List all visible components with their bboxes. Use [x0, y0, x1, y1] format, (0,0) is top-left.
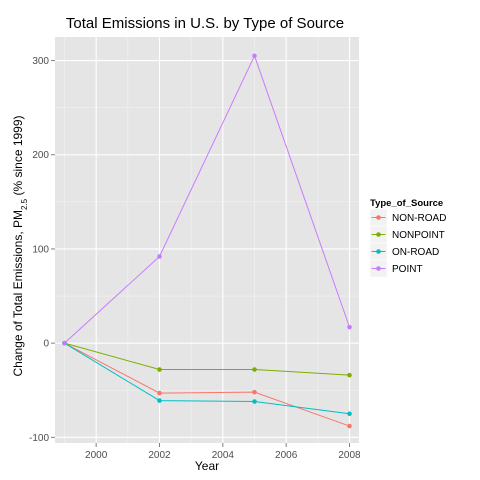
data-point-point	[157, 254, 162, 259]
y-tick-label: -100	[29, 433, 49, 444]
y-axis-title: Change of Total Emissions, PM2.5 (% sinc…	[11, 115, 29, 376]
data-point-on-road	[157, 398, 162, 403]
data-point-on-road	[347, 411, 352, 417]
data-point-point	[62, 340, 67, 346]
y-tick-label: 200	[32, 150, 49, 161]
data-point-point	[252, 53, 257, 59]
x-tick-label: 2006	[275, 450, 298, 461]
x-tick-label: 2004	[212, 450, 235, 461]
legend-key-point	[376, 232, 381, 237]
series-points	[62, 53, 352, 429]
y-axis-title-subscript: 2.5	[20, 198, 29, 210]
legend-item-nonpoint: NONPOINT	[369, 225, 445, 244]
x-tick-label: 2008	[338, 450, 361, 461]
legend-item-on-road: ON-ROAD	[369, 242, 439, 261]
series-lines	[64, 54, 350, 427]
series-line-non-road	[64, 342, 350, 427]
data-point-nonpoint	[157, 367, 162, 372]
legend-key-point	[376, 215, 381, 220]
series-line-point	[64, 54, 350, 344]
legend: Type_of_Source NON-ROAD NONPOINT ON-ROAD PO…	[369, 198, 446, 278]
legend-item-point: POINT	[369, 259, 423, 278]
y-tick-label: 100	[32, 244, 49, 255]
legend-label: POINT	[392, 264, 423, 275]
y-tick-label: 300	[32, 56, 49, 67]
legend-item-non-road: NON-ROAD	[369, 208, 446, 227]
series-line-on-road	[64, 342, 350, 415]
minor-gridlines	[55, 37, 359, 443]
x-axis-ticks: 2000 2002 2004 2006 2008	[85, 443, 361, 461]
legend-title: Type_of_Source	[370, 198, 443, 209]
data-point-non-road	[252, 389, 257, 395]
y-axis-title-main: Change of Total Emissions, PM	[11, 210, 25, 377]
data-point-non-road	[347, 423, 352, 429]
data-point-on-road	[252, 399, 257, 404]
legend-key-point	[376, 266, 381, 271]
legend-label: ON-ROAD	[392, 247, 439, 258]
legend-items: NON-ROAD NONPOINT ON-ROAD POINT	[369, 208, 446, 278]
legend-label: NONPOINT	[392, 230, 445, 241]
legend-label: NON-ROAD	[392, 213, 446, 224]
plot-panel	[55, 37, 359, 443]
y-axis-ticks: -100 0 100 200 300	[29, 56, 55, 444]
legend-key-point	[376, 249, 381, 254]
data-point-point	[347, 324, 352, 330]
major-gridlines	[55, 37, 359, 443]
y-tick-label: 0	[43, 339, 49, 350]
chart-title: Total Emissions in U.S. by Type of Sourc…	[66, 15, 344, 32]
x-tick-label: 2000	[85, 450, 108, 461]
y-axis-title-suffix: (% since 1999)	[11, 115, 25, 198]
series-line-nonpoint	[64, 342, 350, 376]
x-axis-title: Year	[195, 459, 219, 473]
data-point-nonpoint	[347, 372, 352, 378]
data-point-nonpoint	[252, 367, 257, 372]
x-tick-label: 2002	[148, 450, 171, 461]
data-point-non-road	[157, 390, 162, 396]
